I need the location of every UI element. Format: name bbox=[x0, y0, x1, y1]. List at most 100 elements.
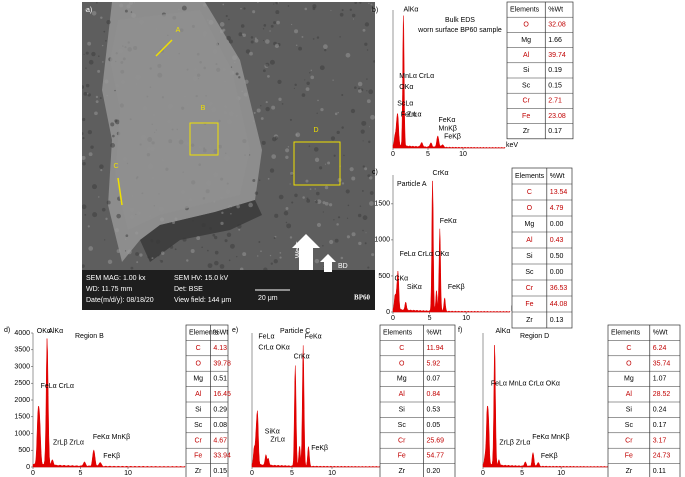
texture bbox=[104, 79, 109, 84]
texture bbox=[265, 106, 270, 112]
texture bbox=[91, 51, 96, 57]
element-cell: Cr bbox=[522, 98, 530, 105]
wt-cell: 0.15 bbox=[213, 468, 227, 475]
texture bbox=[182, 237, 187, 242]
texture bbox=[362, 140, 364, 142]
texture bbox=[84, 8, 88, 12]
texture bbox=[254, 37, 257, 40]
texture bbox=[219, 22, 225, 27]
texture bbox=[265, 100, 268, 104]
spectrum-title: Region D bbox=[520, 333, 549, 340]
arrow-label: BD bbox=[338, 263, 348, 270]
texture bbox=[295, 44, 298, 47]
texture bbox=[313, 147, 319, 152]
texture bbox=[369, 191, 374, 195]
texture bbox=[159, 259, 161, 261]
texture bbox=[253, 111, 256, 114]
wt-cell: 39.74 bbox=[548, 52, 566, 59]
peak-label: FeKβ bbox=[448, 284, 465, 291]
texture bbox=[317, 99, 319, 102]
texture bbox=[343, 154, 345, 157]
texture bbox=[301, 93, 306, 97]
element-cell: Cr bbox=[194, 437, 202, 444]
texture bbox=[346, 217, 349, 219]
texture bbox=[349, 8, 352, 11]
texture bbox=[341, 94, 344, 97]
wt-cell: 0.00 bbox=[550, 221, 564, 228]
panel-label: a) bbox=[86, 7, 92, 14]
region-box bbox=[189, 122, 219, 156]
texture bbox=[237, 224, 242, 229]
texture bbox=[270, 24, 274, 28]
texture bbox=[291, 201, 294, 204]
table-frame bbox=[506, 1, 574, 140]
texture bbox=[178, 8, 180, 11]
marker-label: A bbox=[176, 27, 181, 34]
wt-cell: 4.13 bbox=[213, 345, 227, 352]
texture bbox=[256, 255, 259, 257]
texture bbox=[341, 126, 344, 129]
texture bbox=[214, 235, 218, 240]
texture bbox=[157, 254, 160, 257]
wt-cell: 0.11 bbox=[653, 468, 666, 475]
element-cell: Si bbox=[626, 407, 633, 414]
wt-cell: 4.79 bbox=[550, 205, 564, 212]
texture bbox=[322, 201, 326, 205]
wt-cell: 13.54 bbox=[550, 189, 568, 196]
texture bbox=[339, 36, 341, 38]
texture bbox=[370, 3, 373, 6]
texture bbox=[238, 228, 241, 231]
texture bbox=[252, 120, 255, 122]
marker-arrow bbox=[117, 177, 123, 206]
peak-label: FeKα MnKβ bbox=[93, 434, 130, 441]
texture bbox=[236, 255, 238, 258]
element-cell: C bbox=[626, 345, 631, 352]
texture bbox=[371, 8, 375, 13]
texture bbox=[91, 10, 97, 16]
texture bbox=[83, 91, 88, 96]
texture bbox=[333, 154, 336, 157]
texture bbox=[169, 245, 174, 249]
peak-label: CrKα bbox=[432, 170, 448, 177]
element-cell: O bbox=[527, 205, 533, 212]
texture bbox=[133, 2, 136, 4]
texture bbox=[219, 29, 224, 34]
peak-label: ScLα bbox=[397, 100, 413, 107]
element-cell: Mg bbox=[397, 376, 407, 383]
scale-text: 20 μm bbox=[258, 295, 278, 302]
texture bbox=[315, 191, 320, 196]
texture bbox=[256, 108, 261, 113]
texture bbox=[354, 86, 357, 89]
texture bbox=[261, 140, 266, 145]
texture bbox=[260, 250, 262, 253]
spectrum-title: Particle C bbox=[280, 328, 310, 335]
texture bbox=[222, 3, 225, 6]
texture bbox=[287, 5, 290, 7]
texture bbox=[219, 264, 225, 269]
texture bbox=[316, 199, 322, 204]
texture bbox=[97, 55, 100, 57]
element-cell: Si bbox=[195, 407, 202, 414]
element-cell: Sc bbox=[398, 422, 407, 429]
texture bbox=[221, 211, 224, 215]
wt-cell: 1.07 bbox=[653, 376, 667, 383]
texture bbox=[314, 200, 316, 202]
texture bbox=[125, 234, 129, 238]
y-tick-label: 1000 bbox=[374, 237, 390, 244]
info-text: SEM HV: 15.0 kV bbox=[174, 275, 229, 282]
texture bbox=[88, 246, 94, 251]
texture bbox=[139, 253, 143, 257]
texture bbox=[254, 38, 259, 43]
x-tick-label: 10 bbox=[462, 315, 470, 322]
wt-cell: 0.07 bbox=[427, 376, 441, 383]
panel-label: c) bbox=[372, 169, 378, 176]
wt-cell: 0.00 bbox=[550, 269, 564, 276]
texture bbox=[107, 259, 113, 265]
element-cell: Cr bbox=[526, 285, 534, 292]
texture bbox=[269, 30, 271, 32]
y-tick-label: 1500 bbox=[14, 414, 30, 421]
texture bbox=[312, 38, 315, 40]
texture bbox=[130, 266, 134, 270]
texture bbox=[258, 179, 261, 181]
texture bbox=[114, 119, 118, 123]
